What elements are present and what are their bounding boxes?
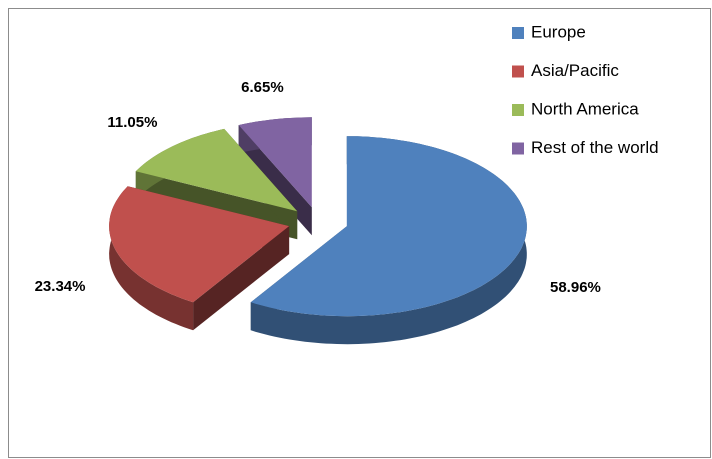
data-label: 58.96%	[550, 279, 601, 296]
slice-side	[250, 136, 527, 345]
legend-swatch	[512, 142, 524, 155]
legend-label: Asia/Pacific	[531, 61, 619, 80]
data-label: 6.65%	[241, 79, 284, 96]
slice	[250, 136, 527, 345]
legend-label: Europe	[531, 22, 586, 41]
legend-swatch	[512, 27, 524, 39]
slice-top	[238, 117, 312, 208]
data-label: 11.05%	[107, 114, 157, 131]
slice	[109, 186, 290, 331]
legend-label: Rest of the world	[531, 138, 659, 157]
slice-top	[135, 128, 298, 212]
data-label: 23.34%	[35, 278, 86, 295]
legend-label: North America	[531, 99, 639, 118]
slice-wall	[193, 226, 290, 331]
slice-top	[250, 136, 527, 317]
legend-swatch	[512, 104, 524, 116]
legend-swatch	[512, 65, 524, 78]
slice-side	[109, 186, 194, 331]
slice-top	[109, 186, 290, 303]
